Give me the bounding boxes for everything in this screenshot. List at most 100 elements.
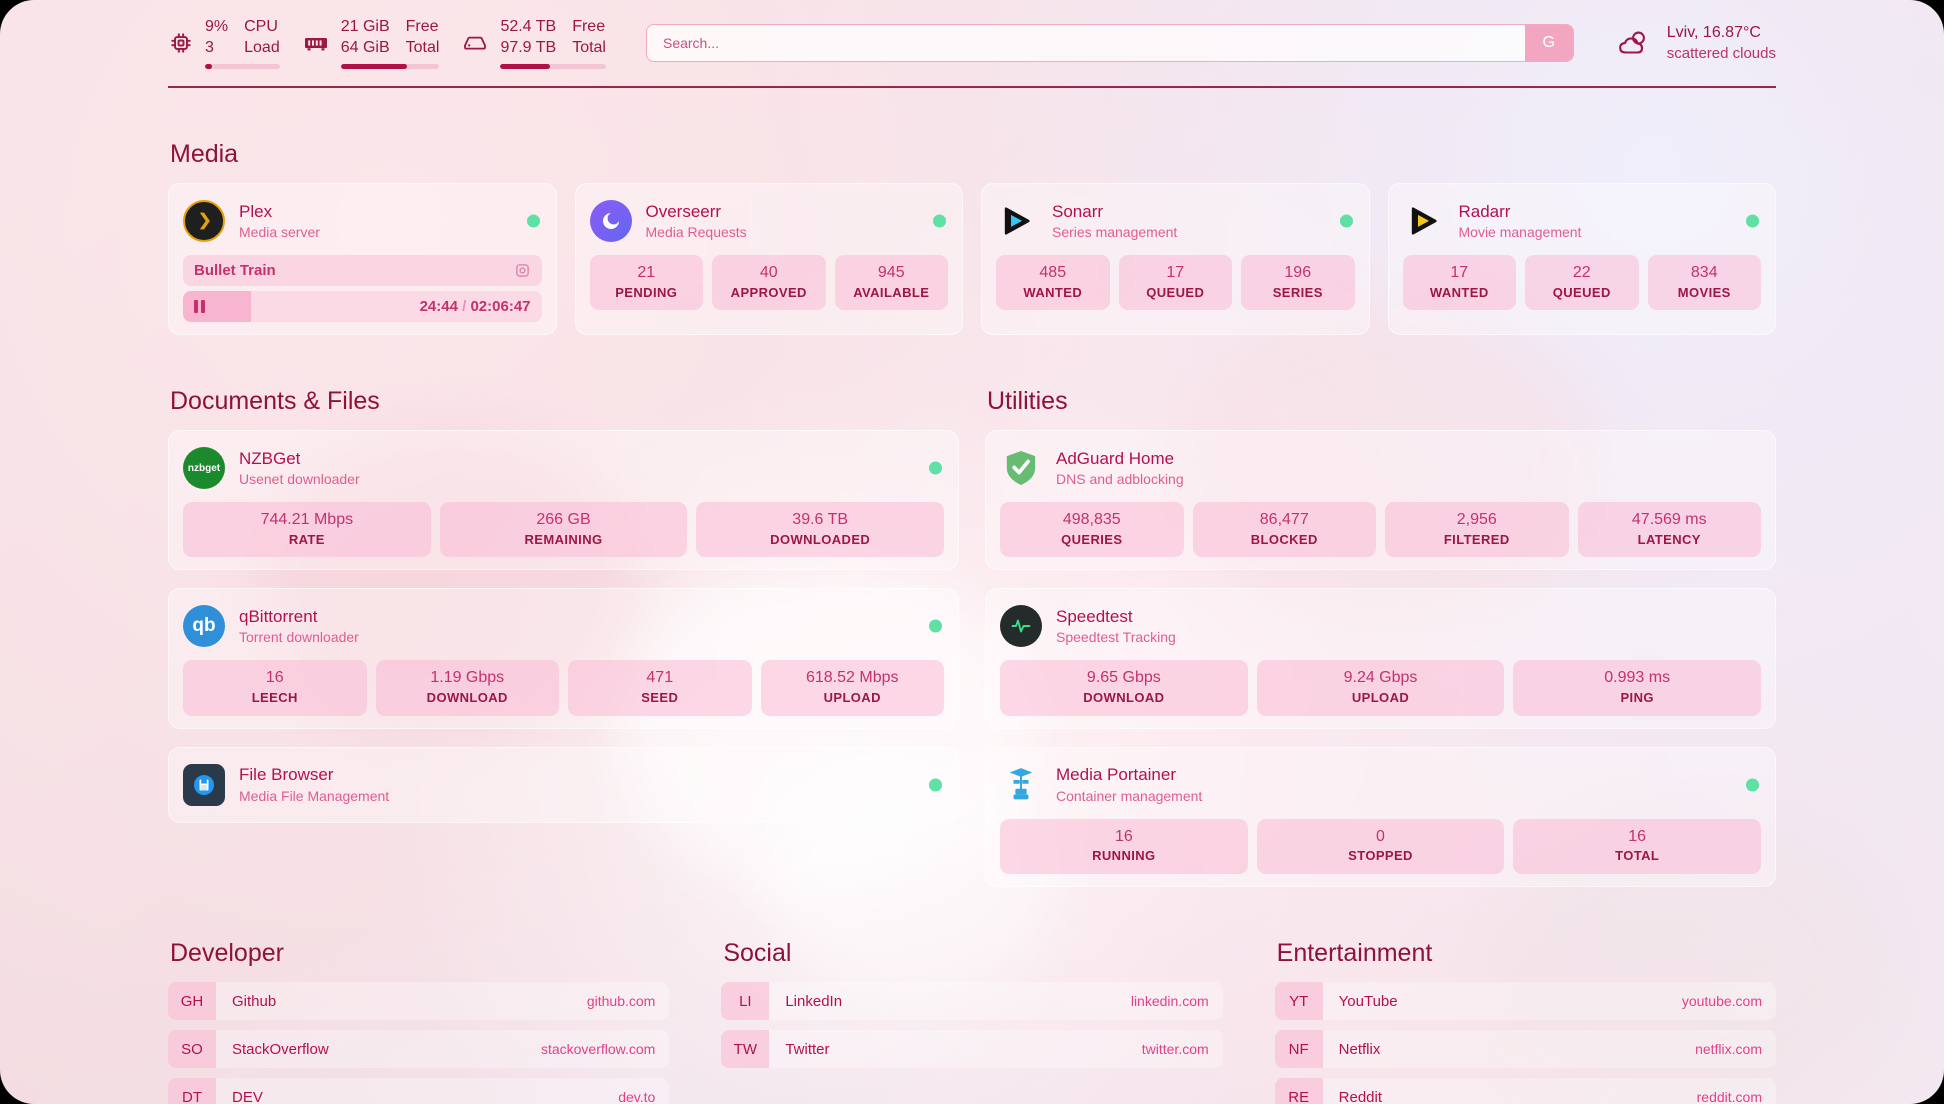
app-card-speedtest[interactable]: Speedtest Speedtest Tracking 9.65 Gbps D… — [985, 588, 1776, 729]
playback-duration: 02:06:47 — [470, 298, 531, 315]
app-stats-row: 16 LEECH 1.19 Gbps DOWNLOAD 471 SEED — [183, 660, 944, 716]
status-indicator-online — [933, 214, 946, 228]
app-stats-row: 9.65 Gbps DOWNLOAD 9.24 Gbps UPLOAD 0.99… — [1000, 660, 1762, 716]
storage-total-label: Total — [572, 38, 606, 56]
cpu-label: CPU — [244, 18, 278, 36]
stat-value: 266 GB — [536, 511, 591, 528]
stat-value: 22 — [1572, 264, 1591, 281]
storage-widget[interactable]: 52.4 TB 97.9 TB Free Total — [461, 17, 606, 69]
stat-label: DOWNLOAD — [426, 690, 508, 706]
bookmark-label: LinkedIn — [785, 992, 843, 1010]
bookmark-url: netflix.com — [1695, 1041, 1762, 1058]
app-subtitle: Usenet downloader — [239, 470, 360, 487]
search-bar[interactable]: G — [645, 24, 1574, 62]
playback-separator: / — [457, 298, 471, 315]
stat-box: 834 MOVIES — [1647, 255, 1761, 311]
bookmark-link-netflix[interactable]: NF Netflix netflix.com — [1274, 1030, 1776, 1069]
stat-label: STOPPED — [1348, 848, 1413, 864]
status-indicator-online — [929, 778, 942, 792]
app-name: Sonarr — [1052, 201, 1104, 221]
stat-value: 744.21 Mbps — [260, 511, 354, 528]
weather-widget[interactable]: Lviv, 16.87°C scattered clouds — [1614, 23, 1776, 63]
app-card-radarr[interactable]: Radarr Movie management 17 WANTED 22 QUE… — [1387, 183, 1776, 335]
stat-label: UPLOAD — [1351, 690, 1410, 706]
bookmark-groups: Developer GH Github github.com SO StackO… — [168, 939, 1776, 1104]
stat-label: SERIES — [1272, 284, 1323, 300]
bookmark-label: Netflix — [1338, 1040, 1381, 1058]
app-card-file-browser[interactable]: File Browser Media File Management — [168, 746, 959, 823]
app-name: NZBGet — [239, 448, 301, 468]
app-subtitle: Media Requests — [645, 223, 747, 240]
stat-value: 9.65 Gbps — [1086, 669, 1161, 687]
app-card-plex[interactable]: Plex Media server Bullet Train — [168, 183, 557, 335]
bookmark-badge: YT — [1274, 982, 1323, 1021]
app-card-header: Plex Media server — [183, 198, 542, 244]
cpu-widget[interactable]: 9% 3 CPU Load — [168, 17, 280, 69]
app-card-header: Overseerr Media Requests — [589, 198, 949, 244]
stat-value: 945 — [877, 264, 905, 281]
cpu-chip-icon — [171, 33, 191, 53]
memory-widget[interactable]: 21 GiB 64 GiB Free Total — [302, 17, 440, 69]
now-playing-bar[interactable]: Bullet Train — [183, 255, 542, 286]
stat-label: QUEUED — [1552, 284, 1611, 300]
cast-icon[interactable] — [514, 262, 531, 279]
bookmark-link-youtube[interactable]: YT YouTube youtube.com — [1274, 982, 1776, 1021]
app-card-adguard-home[interactable]: AdGuard Home DNS and adblocking 498,835 … — [985, 430, 1776, 571]
app-card-overseerr[interactable]: Overseerr Media Requests 21 PENDING 40 A… — [574, 183, 963, 335]
bookmark-link-stackoverflow[interactable]: SO StackOverflow stackoverflow.com — [168, 1030, 670, 1069]
memory-free-label: Free — [405, 18, 439, 36]
app-name: Plex — [239, 201, 273, 221]
app-name: qBittorrent — [239, 606, 318, 626]
bookmark-link-twitter[interactable]: TW Twitter twitter.com — [721, 1030, 1223, 1069]
app-card-media-portainer[interactable]: Media Portainer Container management 16 … — [985, 746, 1776, 888]
app-card-header: qb qBittorrent Torrent downloader — [183, 603, 944, 649]
app-name: Media Portainer — [1056, 765, 1177, 785]
bookmark-url: dev.to — [618, 1089, 656, 1104]
stat-value: 1.19 Gbps — [430, 669, 505, 687]
stat-value: 834 — [1690, 264, 1718, 281]
bookmark-link-dev[interactable]: DT DEV dev.to — [168, 1078, 670, 1104]
stat-value: 2,956 — [1456, 511, 1497, 528]
stat-box: 744.21 Mbps RATE — [183, 502, 431, 558]
bookmark-label: Twitter — [785, 1040, 830, 1058]
search-input[interactable] — [646, 25, 1525, 61]
overseerr-icon — [589, 200, 632, 242]
stat-value: 16 — [1114, 827, 1133, 845]
app-card-nzbget[interactable]: nzbget NZBGet Usenet downloader — [168, 430, 959, 571]
storage-free-label: Free — [572, 18, 606, 36]
stat-label: AVAILABLE — [853, 284, 930, 300]
app-card-qbittorrent[interactable]: qb qBittorrent Torrent downloader — [168, 588, 959, 729]
bookmark-link-reddit[interactable]: RE Reddit reddit.com — [1274, 1078, 1776, 1104]
stat-box: 498,835 QUERIES — [1000, 502, 1184, 558]
playback-control-bar[interactable]: 24:44 / 02:06:47 — [183, 291, 542, 322]
weather-location-temperature: Lviv, 16.87°C — [1666, 23, 1761, 41]
cpu-usage-bar — [205, 63, 280, 69]
pause-icon[interactable] — [194, 300, 205, 313]
bookmark-badge: SO — [168, 1030, 216, 1069]
stat-value: 16 — [265, 669, 284, 687]
search-engine-button[interactable]: G — [1524, 25, 1573, 61]
app-card-sonarr[interactable]: Sonarr Series management 485 WANTED 17 Q… — [981, 183, 1370, 335]
app-card-header: Media Portainer Container management — [1000, 762, 1761, 808]
bookmark-link-linkedin[interactable]: LI LinkedIn linkedin.com — [721, 982, 1223, 1021]
stat-value: 0.993 ms — [1604, 669, 1671, 687]
memory-free-value: 21 GiB — [340, 18, 390, 36]
app-stats-row: 16 RUNNING 0 STOPPED 16 TOTAL — [1000, 818, 1762, 875]
stat-value: 47.569 ms — [1631, 511, 1707, 528]
stat-label: RATE — [288, 531, 325, 547]
stat-label: DOWNLOAD — [1083, 690, 1165, 706]
app-card-header: File Browser Media File Management — [183, 762, 944, 808]
file-browser-icon — [183, 763, 225, 806]
stat-box: 40 APPROVED — [712, 255, 826, 311]
scattered-clouds-icon — [1618, 31, 1645, 54]
cpu-label-secondary: Load — [244, 38, 280, 56]
bookmark-label: YouTube — [1338, 992, 1398, 1010]
section-title-developer: Developer — [170, 939, 284, 968]
bookmark-link-github[interactable]: GH Github github.com — [168, 982, 670, 1021]
hard-drive-icon — [464, 36, 487, 50]
nzbget-icon: nzbget — [183, 447, 225, 489]
stat-box: 17 WANTED — [1402, 255, 1516, 311]
stat-box: 266 GB REMAINING — [439, 502, 688, 558]
app-name: Radarr — [1458, 201, 1511, 221]
